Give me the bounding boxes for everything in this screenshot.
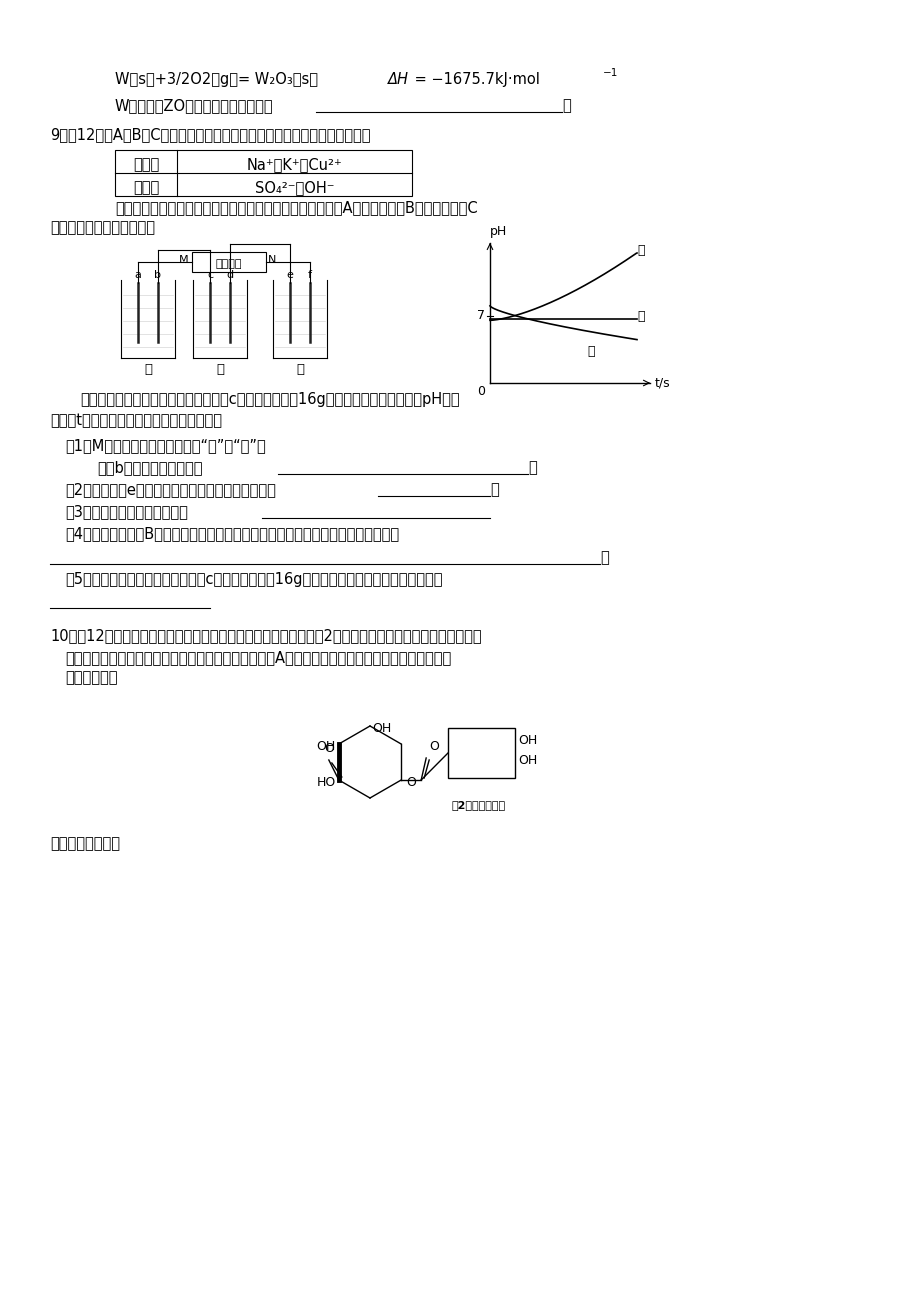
Text: e: e bbox=[286, 270, 293, 280]
Text: 甲: 甲 bbox=[144, 363, 152, 376]
Text: 丙: 丙 bbox=[636, 310, 644, 323]
Text: 7: 7 bbox=[476, 309, 484, 322]
Text: 溶液，电极均为石墨电极。: 溶液，电极均为石墨电极。 bbox=[50, 220, 154, 234]
Text: 9．（12分）A、B、C三种强电解质，它们在水中电离出的离子如下表所示；: 9．（12分）A、B、C三种强电解质，它们在水中电离出的离子如下表所示； bbox=[50, 128, 370, 142]
Text: 解时间t的关系图如上。据此回答下列问题：: 解时间t的关系图如上。据此回答下列问题： bbox=[50, 413, 221, 428]
Text: 。: 。 bbox=[599, 549, 608, 565]
Text: f: f bbox=[308, 270, 312, 280]
Text: O: O bbox=[405, 776, 415, 789]
Text: −1: −1 bbox=[602, 68, 618, 78]
Text: b: b bbox=[154, 270, 162, 280]
Text: 电极b上发生的电极反应为: 电极b上发生的电极反应为 bbox=[96, 460, 202, 475]
Text: SO₄²⁻、OH⁻: SO₄²⁻、OH⁻ bbox=[255, 180, 334, 195]
Text: 图2绻原酸结构式: 图2绻原酸结构式 bbox=[451, 799, 505, 810]
Text: （2）计算电极e上生成的气体在标准状态下的体积：: （2）计算电极e上生成的气体在标准状态下的体积： bbox=[65, 482, 276, 497]
Text: W的单质和ZO反应的热化学方程式是: W的单质和ZO反应的热化学方程式是 bbox=[115, 98, 273, 113]
Text: OH: OH bbox=[316, 740, 335, 753]
Text: OH: OH bbox=[517, 754, 537, 767]
Text: 10．（12分）注射用双黄连以绻原酸为主要成分（其结构简式如图2）之一，绻原酸有着广泛的药理作用。: 10．（12分）注射用双黄连以绻原酸为主要成分（其结构简式如图2）之一，绻原酸有… bbox=[50, 628, 482, 643]
Text: W（s）+3/2O2（g）= W₂O₃（s）: W（s）+3/2O2（g）= W₂O₃（s） bbox=[115, 72, 336, 87]
Text: Na⁺、K⁺、Cu²⁺: Na⁺、K⁺、Cu²⁺ bbox=[246, 158, 342, 172]
Text: O: O bbox=[428, 740, 438, 753]
Text: ；: ； bbox=[528, 460, 536, 475]
Text: HO: HO bbox=[316, 776, 335, 789]
Text: OH: OH bbox=[517, 733, 537, 746]
Text: 已知一分子绻原酸在酸性条件下水解得到一分子咏啡酸A（环上有三个取代基，且不完全相邻）和一: 已知一分子绻原酸在酸性条件下水解得到一分子咏啡酸A（环上有三个取代基，且不完全相… bbox=[65, 650, 450, 665]
Text: （3）写出乙烧杯的电解池反应: （3）写出乙烧杯的电解池反应 bbox=[65, 504, 187, 519]
Text: 阴离子: 阴离子 bbox=[132, 180, 159, 195]
Text: pH: pH bbox=[490, 225, 506, 238]
Text: 乙: 乙 bbox=[586, 345, 594, 358]
Text: t/s: t/s bbox=[654, 376, 670, 389]
Text: 分子奕尼酸。: 分子奕尼酸。 bbox=[65, 671, 118, 685]
Text: M: M bbox=[179, 255, 188, 266]
Bar bbox=[115, 150, 412, 197]
Text: ；: ； bbox=[490, 482, 498, 497]
Text: OH: OH bbox=[371, 723, 391, 736]
Text: ΔH: ΔH bbox=[388, 72, 409, 87]
Text: 甲: 甲 bbox=[636, 245, 644, 258]
Text: 某小组研究如下：: 某小组研究如下： bbox=[50, 836, 119, 852]
Text: O: O bbox=[323, 742, 334, 755]
Text: （5）若经过一段时间后，测得乙中c电极质量增加了16g，要使丙恢复到原来的状态，操作是: （5）若经过一段时间后，测得乙中c电极质量增加了16g，要使丙恢复到原来的状态，… bbox=[65, 572, 442, 587]
Text: 乙: 乙 bbox=[216, 363, 223, 376]
Text: c: c bbox=[207, 270, 213, 280]
Text: 丙: 丙 bbox=[296, 363, 303, 376]
Bar bbox=[448, 728, 515, 779]
Text: 接通电源，经过一段时间后，测得乙中c电极质量增加了16g。常温下各烧杯中溶液的pH与电: 接通电源，经过一段时间后，测得乙中c电极质量增加了16g。常温下各烧杯中溶液的p… bbox=[80, 392, 460, 408]
Bar bbox=[192, 253, 266, 272]
Text: N: N bbox=[267, 255, 276, 266]
Text: 直流电源: 直流电源 bbox=[216, 259, 242, 270]
Text: 。: 。 bbox=[562, 98, 570, 113]
Text: = −1675.7kJ·mol: = −1675.7kJ·mol bbox=[410, 72, 539, 87]
Text: a: a bbox=[134, 270, 142, 280]
Text: d: d bbox=[226, 270, 233, 280]
Text: （1）M为电源的＿＿＿极（填写“正”或“负”）: （1）M为电源的＿＿＿极（填写“正”或“负”） bbox=[65, 437, 266, 453]
Text: （4）如果电解过程B溶液中的金属离子全部析出，此时电解能否继继进行，为什么？: （4）如果电解过程B溶液中的金属离子全部析出，此时电解能否继继进行，为什么？ bbox=[65, 526, 399, 542]
Text: 下图所示装置中，甲、乙、丙三个烧杯依次分别盛放足量的A溶液、足量的B溶液、足量的C: 下图所示装置中，甲、乙、丙三个烧杯依次分别盛放足量的A溶液、足量的B溶液、足量的… bbox=[115, 201, 477, 215]
Text: 阳离子: 阳离子 bbox=[132, 158, 159, 172]
Text: 0: 0 bbox=[476, 385, 484, 398]
